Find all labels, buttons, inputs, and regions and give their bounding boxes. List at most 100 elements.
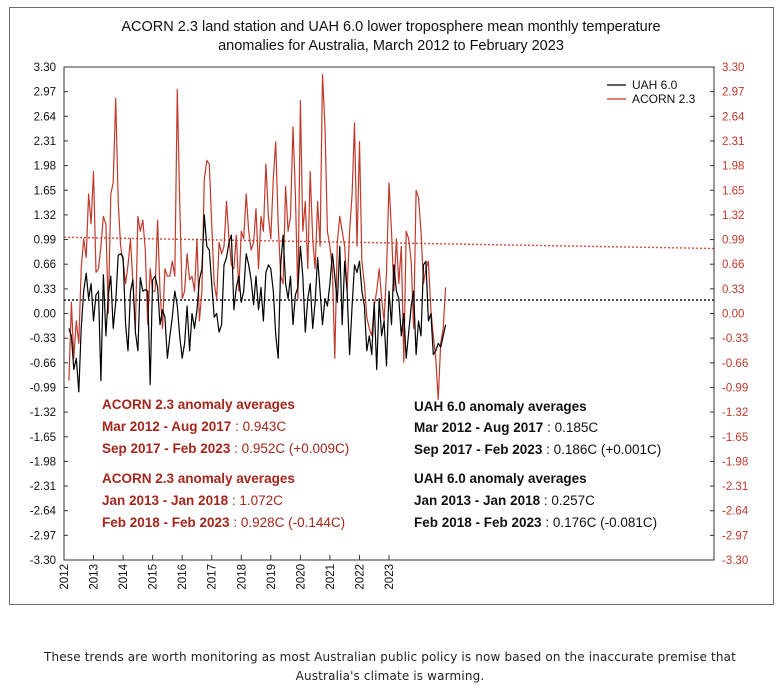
x-tick-label: 2023 [384,564,396,590]
acorn2-heading: ACORN 2.3 anomaly averages [102,471,295,486]
acorn1-row2-value: : 0.952C (+0.009C) [230,441,349,456]
y-tick-label-left: 1.65 [34,185,56,197]
x-tick-label: 2013 [89,564,101,590]
y-tick-label-left: 2.31 [34,136,56,148]
uah2-row2-label: Feb 2018 - Feb 2023 [414,515,542,530]
y-tick-label-left: 2.97 [34,87,56,99]
y-tick-label-left: -2.64 [30,506,57,518]
uah2-row1: Jan 2013 - Jan 2018 : 0.257C [414,493,595,508]
x-tick-label: 2018 [236,564,248,590]
acorn1-row2-label: Sep 2017 - Feb 2023 [102,441,231,456]
acorn1-row1-value: : 0.943C [231,419,286,434]
y-tick-label-right: 0.33 [722,284,744,296]
legend: UAH 6.0 ACORN 2.3 [607,78,696,106]
uah2-row2-value: : 0.176C (-0.081C) [542,515,658,530]
caption-line1: These trends are worth monitoring as mos… [44,650,736,664]
y-tick-label-left: -0.33 [30,333,56,345]
acorn1-row1-label: Mar 2012 - Aug 2017 [102,419,231,434]
y-tick-label-right: 2.64 [722,111,745,123]
y-tick-label-left: -0.99 [30,382,56,394]
uah2-row1-value: : 0.257C [540,493,595,508]
y-tick-label-right: -2.31 [722,481,748,493]
chart-title-line1: ACORN 2.3 land station and UAH 6.0 lower… [121,19,660,35]
series-line-uah-6-0 [68,214,447,393]
uah1-row1-label: Mar 2012 - Aug 2017 [414,420,543,435]
y-axis-right: 3.30 2.97 2.64 2.31 1.98 1.65 1.32 0.99 0.66 0.33… [710,62,749,567]
chart-frame: ACORN 2.3 land station and UAH 6.0 lower… [9,7,774,605]
acorn2-row2-label: Feb 2018 - Feb 2023 [102,515,230,530]
y-tick-label-right: 1.98 [722,161,744,173]
y-tick-label-left: -1.98 [30,456,56,468]
uah-annotation-1: UAH 6.0 anomaly averages Mar 2012 - Aug … [414,399,661,457]
y-tick-label-right: -1.32 [722,407,748,419]
uah2-row2: Feb 2018 - Feb 2023 : 0.176C (-0.081C) [414,515,657,530]
y-tick-label-left: 1.98 [34,161,56,173]
x-tick-label: 2020 [295,564,307,590]
y-tick-label-left: -3.30 [30,555,56,567]
y-tick-label-right: -0.66 [722,358,748,370]
y-axis-left: 3.30 2.97 2.64 2.31 1.98 1.65 1.32 0.99 0.66 0.33… [30,62,68,567]
y-tick-label-left: 0.33 [34,284,56,296]
y-tick-label-left: -0.66 [30,358,56,370]
y-tick-label-right: -2.97 [722,530,748,542]
caption: These trends are worth monitoring as mos… [10,648,770,686]
x-tick-label: 2022 [354,564,366,590]
x-tick-label: 2015 [148,564,160,590]
x-tick-label: 2014 [118,563,130,589]
y-tick-label-right: -2.64 [722,506,749,518]
y-tick-label-left: -1.65 [30,432,56,444]
acorn2-row2: Feb 2018 - Feb 2023 : 0.928C (-0.144C) [102,515,345,530]
y-tick-label-left: 0.00 [34,309,56,321]
acorn2-row1: Jan 2013 - Jan 2018 : 1.072C [102,493,283,508]
x-tick-label: 2012 [59,564,71,590]
acorn-annotation-1: ACORN 2.3 anomaly averages Mar 2012 - Au… [102,397,349,456]
legend-label-uah: UAH 6.0 [632,78,678,92]
chart-title-line2: anomalies for Australia, March 2012 to F… [218,38,564,54]
uah2-heading: UAH 6.0 anomaly averages [414,471,587,486]
y-tick-label-right: 1.32 [722,210,744,222]
acorn1-heading: ACORN 2.3 anomaly averages [102,397,295,412]
y-tick-label-right: 1.65 [722,185,744,197]
temperature-anomaly-chart: ACORN 2.3 land station and UAH 6.0 lower… [30,19,749,590]
acorn1-row1: Mar 2012 - Aug 2017 : 0.943C [102,419,286,434]
y-tick-label-left: 2.64 [34,111,57,123]
y-tick-label-right: -1.98 [722,456,748,468]
y-tick-label-right: -0.99 [722,382,748,394]
acorn2-row1-value: : 1.072C [228,493,283,508]
caption-line2: Australia's climate is warming. [295,669,485,683]
y-tick-label-left: -1.32 [30,407,56,419]
uah1-row2-label: Sep 2017 - Feb 2023 [414,442,543,457]
uah1-row1-value: : 0.185C [543,420,598,435]
x-tick-label: 2016 [177,564,189,590]
y-tick-label-left: 0.99 [34,235,56,247]
y-tick-label-right: -0.33 [722,333,748,345]
acorn1-row2: Sep 2017 - Feb 2023 : 0.952C (+0.009C) [102,441,349,456]
x-tick-label: 2019 [266,564,278,590]
acorn-annotation-2: ACORN 2.3 anomaly averages Jan 2013 - Ja… [102,471,345,530]
y-tick-label-right: 0.99 [722,235,744,247]
legend-label-acorn: ACORN 2.3 [632,92,696,106]
uah1-row2: Sep 2017 - Feb 2023 : 0.186C (+0.001C) [414,442,661,457]
acorn2-row2-value: : 0.928C (-0.144C) [230,515,346,530]
y-tick-label-left: 1.32 [34,210,56,222]
trend-line-acorn-2-3 [63,236,715,250]
uah2-row1-label: Jan 2013 - Jan 2018 [414,493,541,508]
series-lines [68,73,447,400]
y-tick-label-left: -2.97 [30,530,56,542]
acorn2-row1-label: Jan 2013 - Jan 2018 [102,493,229,508]
y-tick-label-right: 0.66 [722,259,744,271]
y-tick-label-right: 2.97 [722,87,744,99]
y-tick-label-right: 2.31 [722,136,744,148]
y-tick-label-right: 3.30 [722,62,744,74]
y-tick-label-left: -2.31 [30,481,56,493]
y-tick-label-right: 0.00 [722,309,744,321]
uah1-row2-value: : 0.186C (+0.001C) [542,442,661,457]
x-axis: 2012 2013 2014 2015 2016 2017 2018 2019 2020 2021… [59,555,396,590]
y-tick-label-left: 0.66 [34,259,56,271]
y-tick-label-left: 3.30 [34,62,56,74]
uah-annotation-2: UAH 6.0 anomaly averages Jan 2013 - Jan … [414,471,657,530]
x-tick-label: 2021 [325,564,337,590]
y-tick-label-right: -1.65 [722,432,748,444]
series-line-acorn-2-3 [68,73,447,400]
uah1-heading: UAH 6.0 anomaly averages [414,399,587,414]
